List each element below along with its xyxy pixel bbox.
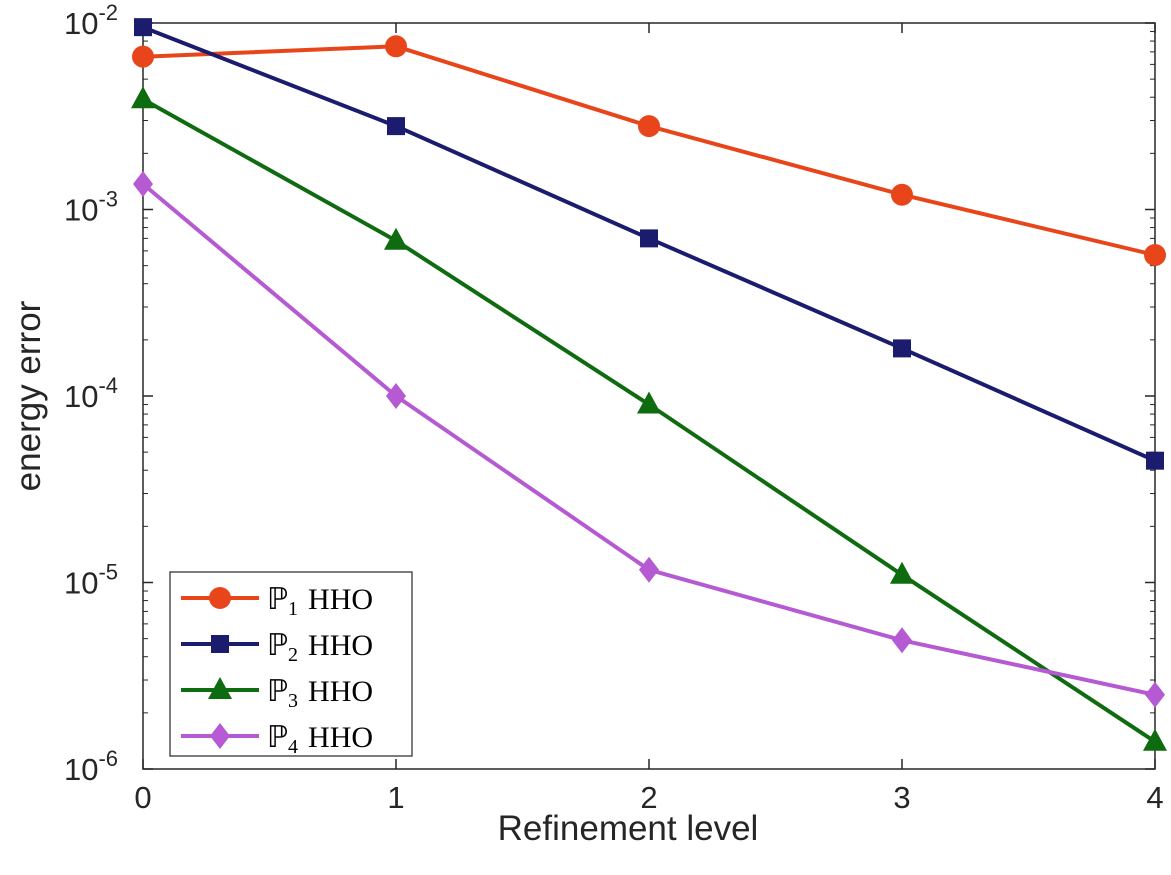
legend-label: ℙ1 HHO [267,583,373,620]
data-point [640,229,658,248]
x-tick-label: 0 [134,780,151,815]
y-axis-label: energy error [9,300,48,491]
data-point [892,627,912,654]
data-point [384,227,408,250]
data-point [386,383,406,409]
tick-labels: 0 1 2 3 4 10-6 10-5 10-4 10-3 10-2 [64,0,1164,815]
series-layer [131,18,1167,751]
data-point [891,183,913,206]
legend-marker [209,587,231,609]
legend-label: ℙ2 HHO [267,629,373,666]
data-point [387,117,405,136]
x-tick-label: 1 [387,780,404,815]
data-point [890,561,914,584]
data-point [1143,728,1167,751]
x-tick-label: 2 [640,780,657,815]
data-point [1144,244,1166,267]
legend-marker [208,677,232,699]
data-point [133,171,153,198]
legend: ℙ1 HHO ℙ2 HHO ℙ3 HHO ℙ4 HHO [169,571,413,758]
x-axis-label: Refinement level [498,809,759,848]
data-point [638,115,660,138]
data-point [134,18,152,37]
y-tick-label: 10-4 [64,373,118,414]
data-point [637,391,661,414]
data-point [893,339,911,358]
data-point [1145,681,1165,708]
data-point [131,86,155,109]
legend-marker [211,635,229,653]
y-tick-label: 10-5 [64,560,118,601]
y-tick-label: 10-2 [64,0,118,41]
data-point [1146,451,1164,470]
x-tick-label: 4 [1146,780,1163,815]
data-point [132,45,154,68]
data-point [385,35,407,58]
data-point [639,556,659,583]
y-tick-label: 10-6 [64,746,118,787]
legend-label: ℙ3 HHO [267,675,373,712]
legend-marker [210,723,230,749]
legend-label: ℙ4 HHO [267,721,373,758]
y-tick-label: 10-3 [64,187,118,228]
x-tick-label: 3 [893,780,910,815]
